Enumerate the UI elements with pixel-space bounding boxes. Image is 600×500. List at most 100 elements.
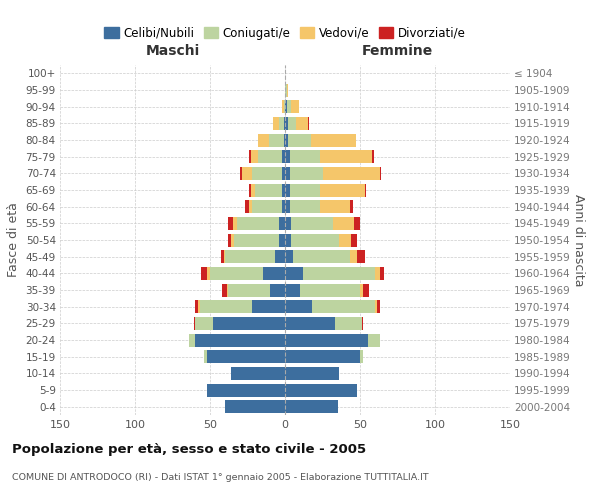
Bar [225, 250, 275, 263]
Bar [207, 350, 285, 363]
Bar [249, 200, 252, 213]
Bar [258, 150, 282, 163]
Bar [349, 200, 353, 213]
Y-axis label: Fasce di età: Fasce di età [7, 202, 20, 278]
Bar [279, 117, 284, 130]
Bar [241, 167, 252, 180]
Bar [240, 167, 241, 180]
Bar [287, 100, 291, 113]
Bar [285, 200, 290, 213]
Bar [249, 150, 251, 163]
Bar [293, 250, 349, 263]
Text: COMUNE DI ANTRODOCO (RI) - Dati ISTAT 1° gennaio 2005 - Elaborazione TUTTITALIA.: COMUNE DI ANTRODOCO (RI) - Dati ISTAT 1°… [12, 472, 428, 482]
Bar [285, 250, 293, 263]
Bar [252, 200, 282, 213]
Bar [291, 234, 339, 246]
Bar [375, 267, 380, 280]
Bar [311, 134, 355, 146]
Bar [285, 367, 339, 380]
Bar [282, 184, 285, 196]
Bar [360, 284, 363, 296]
Bar [255, 184, 282, 196]
Bar [285, 117, 288, 130]
Bar [198, 300, 199, 313]
Bar [287, 84, 288, 96]
Bar [285, 167, 290, 180]
Bar [291, 217, 333, 230]
Bar [285, 134, 288, 146]
Bar [380, 167, 381, 180]
Bar [282, 167, 285, 180]
Bar [213, 317, 285, 330]
Bar [282, 150, 285, 163]
Bar [279, 217, 285, 230]
Bar [252, 167, 282, 180]
Bar [199, 300, 252, 313]
Bar [290, 200, 320, 213]
Bar [333, 217, 354, 230]
Bar [195, 334, 285, 346]
Bar [323, 167, 380, 180]
Bar [228, 284, 270, 296]
Bar [269, 134, 284, 146]
Bar [367, 334, 380, 346]
Text: Femmine: Femmine [362, 44, 433, 59]
Bar [245, 200, 249, 213]
Bar [365, 184, 366, 196]
Bar [285, 384, 357, 396]
Bar [233, 217, 237, 230]
Bar [308, 117, 309, 130]
Bar [285, 84, 287, 96]
Bar [288, 117, 296, 130]
Bar [361, 317, 363, 330]
Legend: Celibi/Nubili, Coniugati/e, Vedovi/e, Divorziati/e: Celibi/Nubili, Coniugati/e, Vedovi/e, Di… [100, 22, 470, 44]
Bar [320, 184, 365, 196]
Bar [377, 300, 380, 313]
Bar [351, 234, 357, 246]
Bar [284, 134, 285, 146]
Bar [303, 267, 375, 280]
Bar [284, 117, 285, 130]
Bar [223, 250, 225, 263]
Bar [231, 234, 234, 246]
Bar [282, 200, 285, 213]
Bar [207, 384, 285, 396]
Bar [320, 200, 349, 213]
Bar [270, 284, 285, 296]
Bar [234, 234, 279, 246]
Bar [290, 150, 320, 163]
Bar [222, 284, 227, 296]
Bar [285, 284, 300, 296]
Text: Maschi: Maschi [145, 44, 200, 59]
Bar [195, 300, 198, 313]
Bar [300, 284, 360, 296]
Bar [357, 250, 365, 263]
Bar [285, 317, 335, 330]
Bar [288, 134, 311, 146]
Text: Popolazione per età, sesso e stato civile - 2005: Popolazione per età, sesso e stato civil… [12, 442, 366, 456]
Bar [285, 184, 290, 196]
Bar [285, 100, 287, 113]
Bar [204, 350, 207, 363]
Bar [210, 267, 263, 280]
Bar [296, 117, 308, 130]
Bar [221, 250, 223, 263]
Bar [312, 300, 375, 313]
Bar [193, 317, 195, 330]
Bar [372, 150, 373, 163]
Bar [285, 217, 291, 230]
Bar [285, 334, 367, 346]
Bar [263, 267, 285, 280]
Bar [275, 250, 285, 263]
Bar [249, 184, 251, 196]
Bar [284, 100, 285, 113]
Bar [225, 400, 285, 413]
Bar [231, 367, 285, 380]
Bar [285, 300, 312, 313]
Y-axis label: Anni di nascita: Anni di nascita [572, 194, 585, 286]
Bar [339, 234, 351, 246]
Bar [201, 267, 207, 280]
Bar [273, 117, 279, 130]
Bar [207, 267, 210, 280]
Bar [282, 100, 284, 113]
